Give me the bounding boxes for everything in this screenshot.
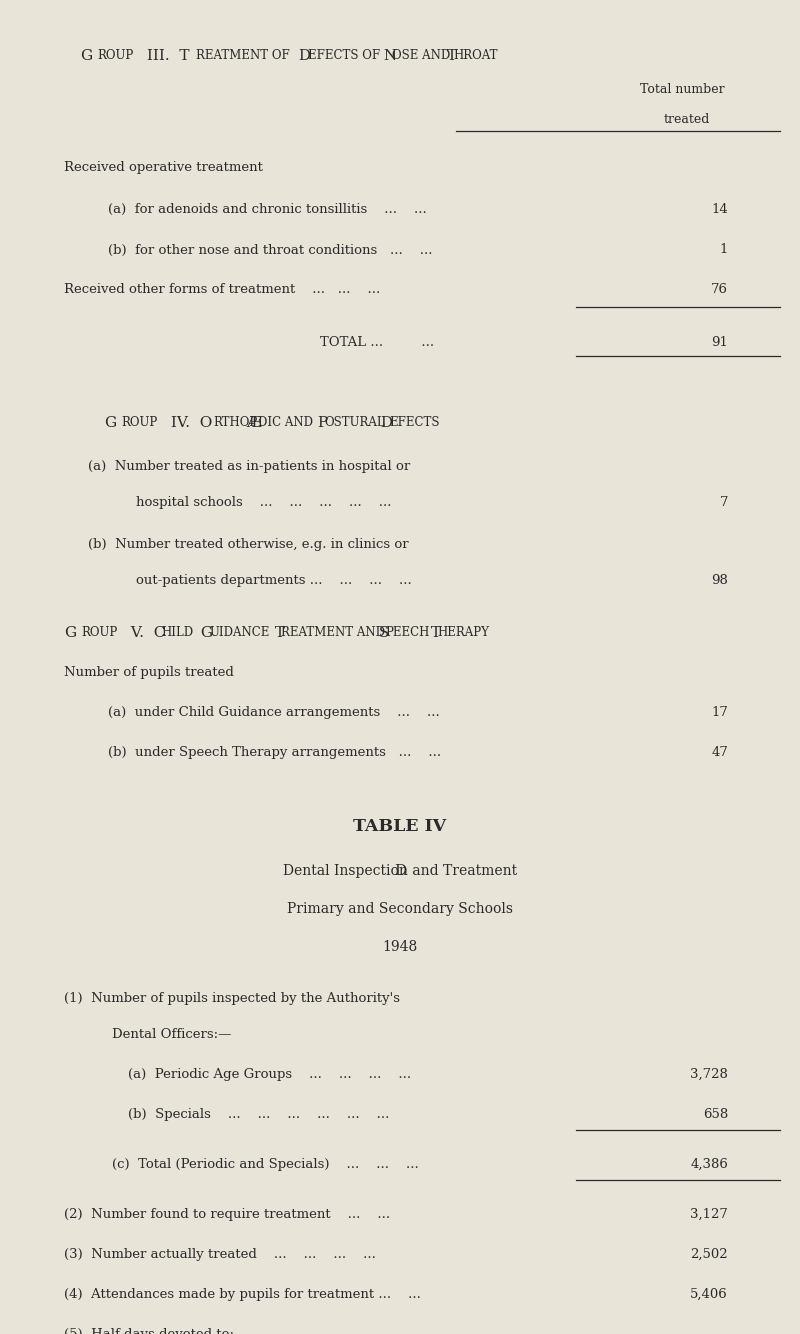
Text: 2,502: 2,502 [690, 1249, 728, 1261]
Text: Received operative treatment: Received operative treatment [64, 161, 263, 175]
Text: OSTURAL: OSTURAL [324, 416, 385, 428]
Text: 658: 658 [702, 1109, 728, 1121]
Text: G: G [80, 49, 92, 63]
Text: treated: treated [664, 113, 710, 127]
Text: N: N [379, 49, 398, 63]
Text: ROUP: ROUP [122, 416, 158, 428]
Text: G: G [64, 626, 76, 639]
Text: (5)  Half-days devoted to:: (5) Half-days devoted to: [64, 1329, 234, 1334]
Text: Received other forms of treatment    ...   ...    ...: Received other forms of treatment ... ..… [64, 283, 380, 296]
Text: (1)  Number of pupils inspected by the Authority's: (1) Number of pupils inspected by the Au… [64, 992, 400, 1005]
Text: (c)  Total (Periodic and Specials)    ...    ...    ...: (c) Total (Periodic and Specials) ... ..… [112, 1158, 418, 1171]
Text: DIC AND: DIC AND [258, 416, 313, 428]
Text: V.  C: V. C [126, 626, 165, 639]
Text: G: G [104, 416, 116, 430]
Text: 1948: 1948 [382, 940, 418, 954]
Text: TOTAL ...         ...: TOTAL ... ... [320, 336, 434, 348]
Text: HILD: HILD [162, 626, 194, 639]
Text: HERAPY: HERAPY [438, 626, 490, 639]
Text: Dental Officers:—: Dental Officers:— [112, 1029, 231, 1041]
Text: 14: 14 [711, 203, 728, 216]
Text: (a)  under Child Guidance arrangements    ...    ...: (a) under Child Guidance arrangements ..… [108, 706, 440, 719]
Text: G: G [196, 626, 213, 639]
Text: Primary and Secondary Schools: Primary and Secondary Schools [287, 902, 513, 915]
Text: EFECTS: EFECTS [390, 416, 440, 428]
Text: D: D [376, 416, 393, 430]
Text: D: D [394, 864, 406, 878]
Text: UIDANCE: UIDANCE [210, 626, 270, 639]
Text: T: T [270, 626, 285, 639]
Text: ROUP: ROUP [82, 626, 118, 639]
Text: Number of pupils treated: Number of pupils treated [64, 666, 234, 679]
Text: EFECTS OF: EFECTS OF [308, 49, 380, 63]
Text: hospital schools    ...    ...    ...    ...    ...: hospital schools ... ... ... ... ... [136, 496, 391, 508]
Text: RTHOP: RTHOP [214, 416, 258, 428]
Text: ROUP: ROUP [98, 49, 134, 63]
Text: 98: 98 [711, 574, 728, 587]
Text: IV.  O: IV. O [166, 416, 212, 430]
Text: 47: 47 [711, 746, 728, 759]
Text: REATMENT OF: REATMENT OF [196, 49, 290, 63]
Text: 17: 17 [711, 706, 728, 719]
Text: T: T [426, 626, 441, 639]
Text: 3,127: 3,127 [690, 1209, 728, 1221]
Text: Dental Inspection and Treatment: Dental Inspection and Treatment [283, 864, 517, 878]
Text: 1: 1 [720, 243, 728, 256]
Text: T: T [442, 49, 458, 63]
Text: 7: 7 [719, 496, 728, 508]
Text: P: P [313, 416, 328, 430]
Text: out-patients departments ...    ...    ...    ...: out-patients departments ... ... ... ... [136, 574, 412, 587]
Text: 4,386: 4,386 [690, 1158, 728, 1171]
Text: (b)  Specials    ...    ...    ...    ...    ...    ...: (b) Specials ... ... ... ... ... ... [128, 1109, 390, 1121]
Text: OSE AND: OSE AND [392, 49, 450, 63]
Text: (b)  for other nose and throat conditions   ...    ...: (b) for other nose and throat conditions… [108, 243, 433, 256]
Text: REATMENT AND: REATMENT AND [281, 626, 385, 639]
Text: HROAT: HROAT [454, 49, 498, 63]
Text: (3)  Number actually treated    ...    ...    ...    ...: (3) Number actually treated ... ... ... … [64, 1249, 376, 1261]
Text: III.  T: III. T [142, 49, 190, 63]
Text: Æ: Æ [246, 416, 262, 430]
Text: (a)  Number treated as in-patients in hospital or: (a) Number treated as in-patients in hos… [88, 459, 410, 472]
Text: (b)  Number treated otherwise, e.g. in clinics or: (b) Number treated otherwise, e.g. in cl… [88, 538, 409, 551]
Text: (4)  Attendances made by pupils for treatment ...    ...: (4) Attendances made by pupils for treat… [64, 1289, 421, 1301]
Text: 5,406: 5,406 [690, 1289, 728, 1301]
Text: 91: 91 [711, 336, 728, 348]
Text: PEECH: PEECH [386, 626, 430, 639]
Text: 3,728: 3,728 [690, 1069, 728, 1081]
Text: S: S [374, 626, 390, 639]
Text: Total number: Total number [640, 83, 725, 96]
Text: TABLE IV: TABLE IV [354, 818, 446, 835]
Text: (b)  under Speech Therapy arrangements   ...    ...: (b) under Speech Therapy arrangements ..… [108, 746, 441, 759]
Text: (a)  Periodic Age Groups    ...    ...    ...    ...: (a) Periodic Age Groups ... ... ... ... [128, 1069, 411, 1081]
Text: D: D [294, 49, 310, 63]
Text: (2)  Number found to require treatment    ...    ...: (2) Number found to require treatment ..… [64, 1209, 390, 1221]
Text: 76: 76 [711, 283, 728, 296]
Text: (a)  for adenoids and chronic tonsillitis    ...    ...: (a) for adenoids and chronic tonsillitis… [108, 203, 426, 216]
